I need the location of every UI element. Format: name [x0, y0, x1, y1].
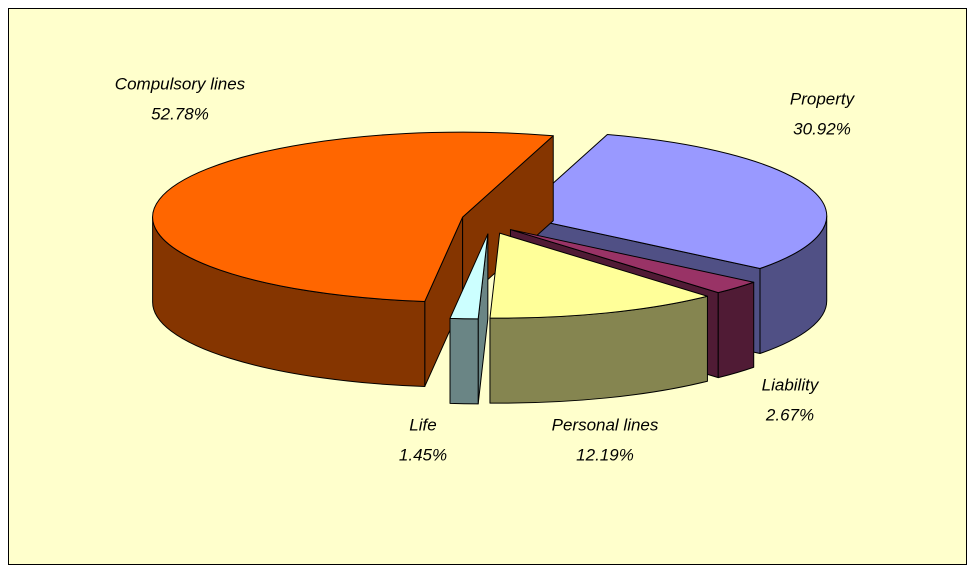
slice-value-label: 12.19% [576, 445, 634, 464]
slice-value-label: 30.92% [793, 119, 851, 138]
pie [152, 131, 828, 405]
slice-label: Life [409, 415, 436, 434]
slice-label: Liability [762, 375, 820, 394]
slice-top [489, 232, 708, 319]
slice-wall [717, 281, 755, 379]
labels: Property 30.92% Liability 2.67% Personal lin… [115, 74, 856, 464]
slice-top [152, 131, 554, 302]
slice-wall [449, 317, 479, 405]
slice-top [449, 233, 489, 320]
slice-top [516, 134, 828, 270]
slice-value-label: 52.78% [151, 104, 209, 123]
slice-label: Property [790, 89, 856, 108]
slice-label: Compulsory lines [115, 74, 246, 93]
slice-label: Personal lines [552, 415, 659, 434]
slice-value-label: 1.45% [399, 445, 447, 464]
slice-value-label: 2.67% [765, 405, 814, 424]
slice-top [509, 229, 755, 294]
